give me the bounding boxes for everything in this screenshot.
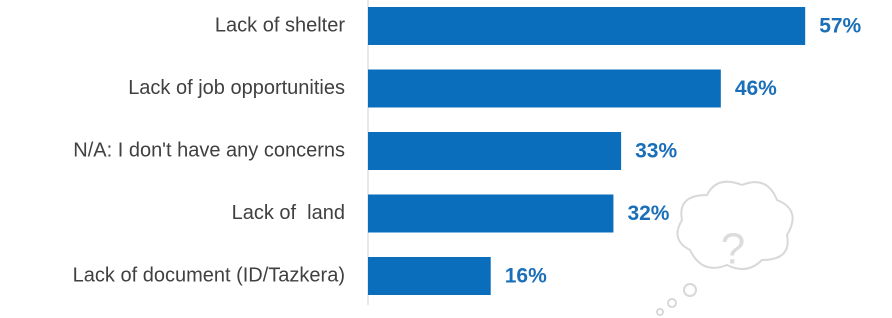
value-label: 46% (735, 77, 777, 100)
value-label: 16% (505, 265, 547, 288)
value-label: 57% (819, 15, 861, 38)
category-label: Lack of document (ID/Tazkera) (73, 264, 345, 286)
category-label: Lack of job opportunities (128, 77, 345, 99)
bar (368, 7, 805, 45)
value-label: 33% (635, 140, 677, 163)
value-label: 32% (627, 202, 669, 225)
thought-cloud: ? (657, 182, 793, 315)
chart: ? Lack of shelter 57% Lack of job opportun… (0, 0, 892, 318)
svg-text:?: ? (721, 225, 745, 274)
bar (368, 257, 491, 295)
bar (368, 70, 721, 108)
category-label: Lack of shelter (215, 14, 345, 36)
bar (368, 195, 613, 233)
category-label: Lack of land (232, 202, 345, 224)
bar (368, 132, 621, 170)
category-label: N/A: I don't have any concerns (73, 139, 345, 161)
